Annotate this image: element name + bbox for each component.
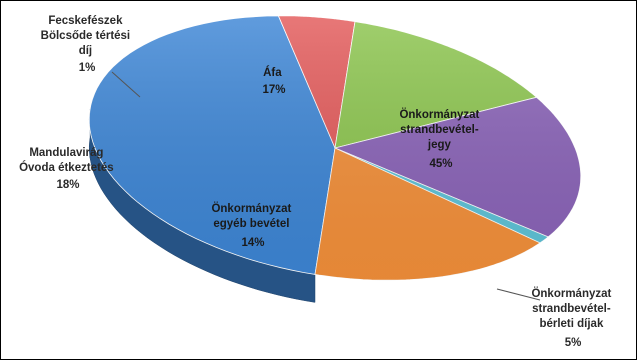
label-value: 45%	[429, 158, 452, 170]
label-line: Önkormányzat	[399, 108, 479, 121]
label-line: Bölcsőde tértési	[41, 30, 130, 42]
svg-text:Áfa 17%: Áfa 17%	[262, 66, 285, 96]
label-line: jegy	[427, 139, 452, 151]
svg-text:Önkormányzat egyéb bevét: Önkormányzat egyéb bevétel 14%	[211, 202, 294, 249]
leader-line-berleti	[496, 288, 541, 301]
label-line: díj	[79, 45, 92, 57]
label-value: 1%	[79, 62, 96, 74]
leader-lines	[111, 71, 541, 301]
label-line: Óvoda étkeztetés	[19, 161, 114, 174]
label-line: bérleti díjak	[539, 318, 604, 330]
leader-line-bolcsode	[111, 71, 141, 98]
label-line: Áfa	[263, 66, 282, 79]
label-line: strandbevétel-	[532, 303, 611, 315]
slice-label-ovoda: Mandulavirág Óvoda étkeztetés 18%	[19, 147, 117, 191]
svg-text:Önkormányzat strandbevét: Önkormányzat strandbevétel- jegy 45%	[399, 108, 482, 170]
pie-gloss	[89, 15, 581, 281]
slice-label-strand-berleti: Önkormányzat strandbevétel- bérleti díja…	[531, 287, 614, 349]
label-value: 18%	[56, 179, 79, 191]
label-line: egyéb bevétel	[213, 218, 289, 230]
svg-text:Fecskefészek Bölcsőde té: Fecskefészek Bölcsőde tértési díj 1%	[41, 15, 134, 74]
svg-text:Mandulavirág Óvoda étkez: Mandulavirág Óvoda étkeztetés 18%	[19, 147, 117, 191]
slice-label-strand-jegy: Önkormányzat strandbevétel- jegy 45%	[399, 108, 482, 170]
label-line: Mandulavirág	[29, 147, 103, 159]
slice-label-afa: Áfa 17%	[262, 66, 285, 96]
label-line: Fecskefészek	[48, 15, 123, 27]
label-line: Önkormányzat	[211, 202, 291, 215]
label-value: 17%	[262, 84, 285, 96]
pie-slices	[88, 15, 582, 281]
label-value: 14%	[241, 237, 264, 249]
label-line: Önkormányzat	[531, 287, 611, 300]
label-value: 5%	[565, 337, 582, 349]
slice-label-egyeb-bevetel: Önkormányzat egyéb bevétel 14%	[211, 202, 294, 249]
svg-text:Önkormányzat strandbevét: Önkormányzat strandbevétel- bérleti díja…	[531, 287, 614, 349]
label-line: strandbevétel-	[400, 124, 479, 136]
slice-label-bolcsode: Fecskefészek Bölcsőde tértési díj 1%	[41, 15, 134, 74]
